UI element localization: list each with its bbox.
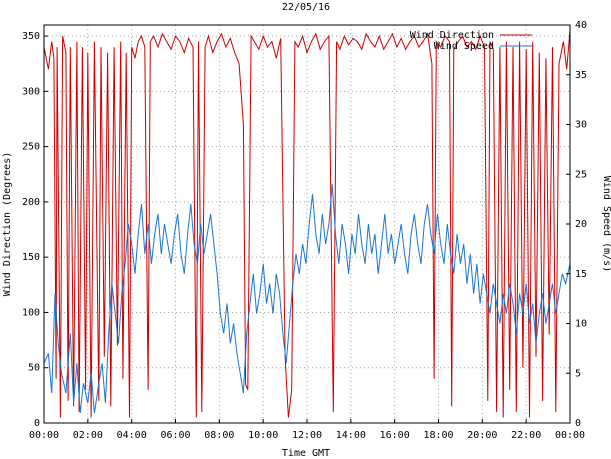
y-left-tick-label: 0 (34, 418, 40, 429)
x-tick-label: 02:00 (73, 430, 103, 441)
y-right-tick-label: 20 (575, 219, 587, 230)
legend-label-wind-speed: Wind Speed (434, 41, 494, 52)
y-axis-label-left: Wind Direction (Degrees) (2, 152, 13, 297)
axes: 00:00 02:00 04:00 06:00 08:00 10:00 12:00 14:00… (22, 20, 587, 441)
y-left-tick-label: 200 (22, 197, 40, 208)
y-right-tick-label: 40 (575, 20, 587, 31)
y-right-tick-label: 30 (575, 120, 587, 131)
y-left-tick-label: 300 (22, 86, 40, 97)
x-tick-label: 00:00 (29, 430, 59, 441)
x-tick-label: 18:00 (423, 430, 453, 441)
chart-title: 22/05/16 (282, 2, 330, 13)
x-tick-label: 22:00 (511, 430, 541, 441)
y-right-tick-label: 15 (575, 269, 587, 280)
y-left-tick-label: 150 (22, 252, 40, 263)
x-tick-label: 00:00 (555, 430, 585, 441)
x-tick-label: 16:00 (380, 430, 410, 441)
x-tick-label: 08:00 (204, 430, 234, 441)
x-axis-label: Time GMT (282, 448, 330, 459)
y-right-tick-label: 10 (575, 319, 587, 330)
x-tick-label: 10:00 (248, 430, 278, 441)
y-left-tick-label: 100 (22, 307, 40, 318)
x-tick-label: 04:00 (117, 430, 147, 441)
y-left-tick-label: 50 (28, 363, 40, 374)
x-tick-label: 06:00 (160, 430, 190, 441)
x-tick-label: 20:00 (467, 430, 497, 441)
series-line-wind-direction (43, 30, 571, 418)
legend-label-wind-direction: Wind Direction (410, 30, 494, 41)
y-right-tick-label: 25 (575, 169, 587, 180)
y-left-tick-label: 250 (22, 142, 40, 153)
y-right-tick-label: 5 (575, 368, 581, 379)
y-left-tick-label: 350 (22, 31, 40, 42)
x-tick-label: 14:00 (336, 430, 366, 441)
legend: Wind Direction Wind Speed (410, 30, 532, 52)
series-line-wind-speed (43, 184, 571, 414)
y-right-tick-label: 35 (575, 70, 587, 81)
y-axis-label-right: Wind Speed (m/s) (601, 176, 611, 272)
x-tick-label: 12:00 (292, 430, 322, 441)
series (43, 30, 571, 418)
y-right-tick-label: 0 (575, 418, 581, 429)
